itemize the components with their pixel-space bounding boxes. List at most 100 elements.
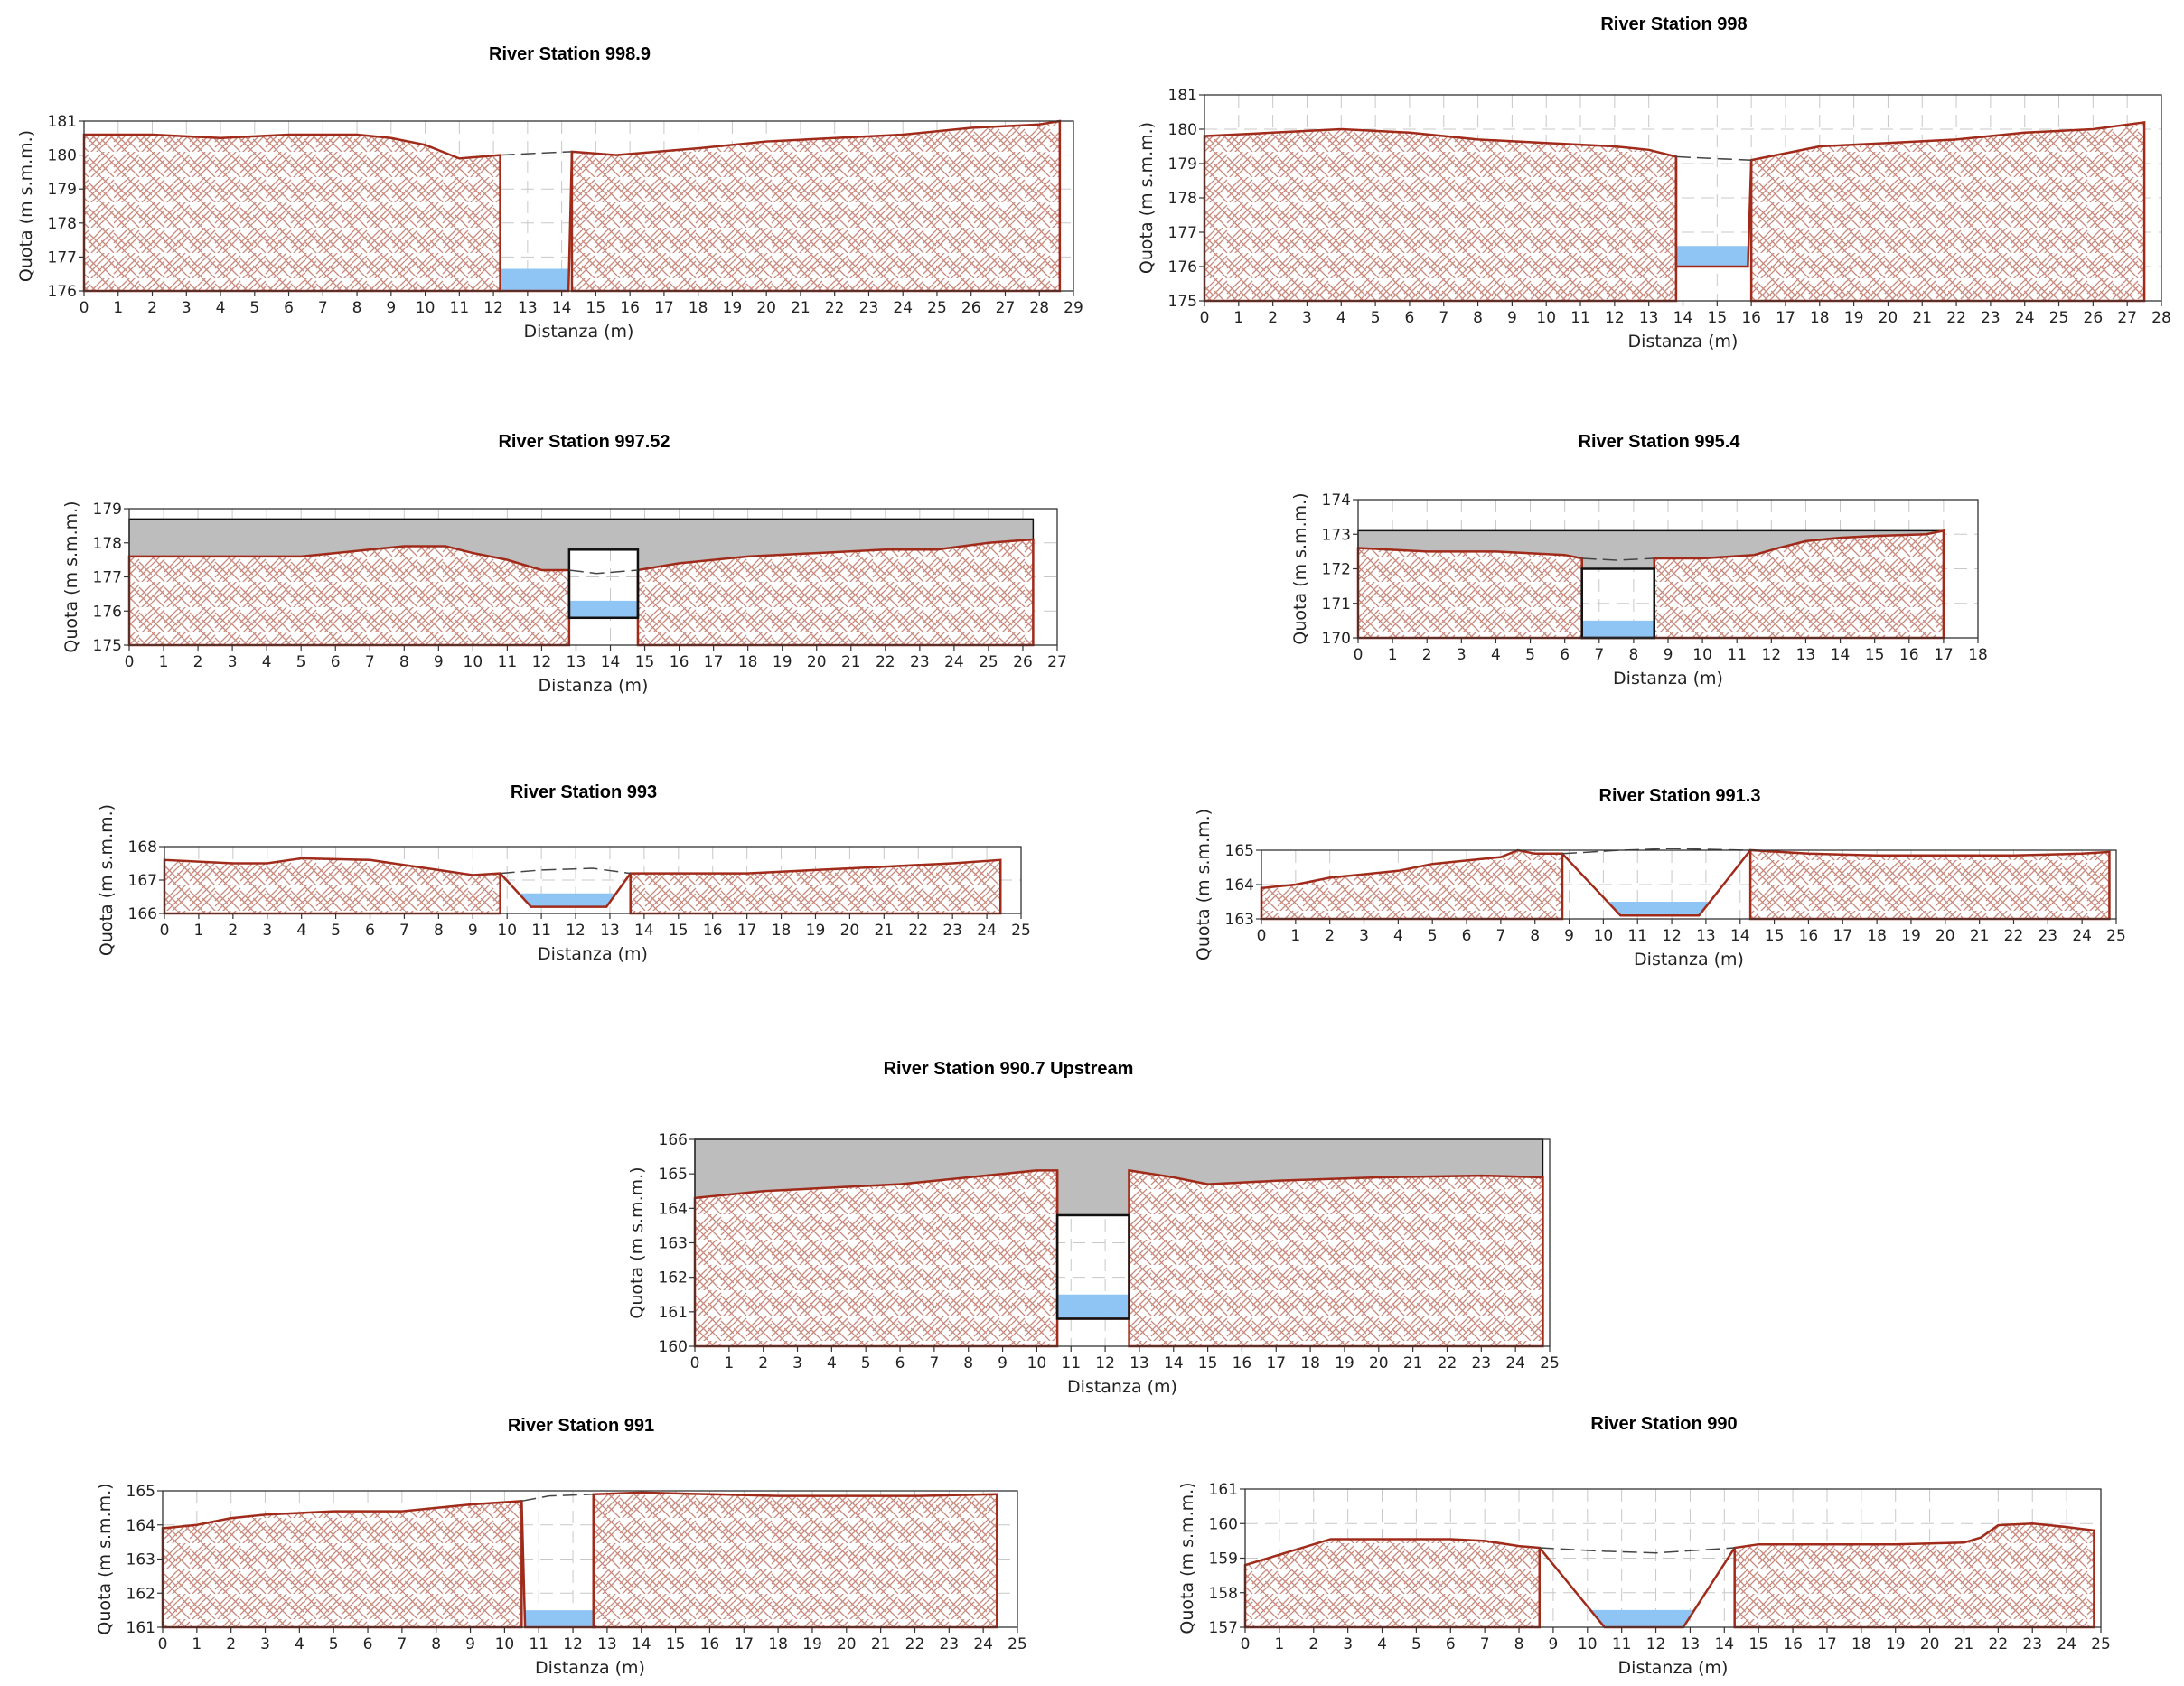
x-tick-label: 20 xyxy=(756,299,776,317)
x-tick-label: 20 xyxy=(1920,1635,1940,1653)
x-tick-label: 14 xyxy=(1714,1635,1734,1653)
x-tick-label: 8 xyxy=(352,299,362,317)
x-tick-label: 17 xyxy=(654,299,674,317)
x-tick-label: 11 xyxy=(531,922,551,940)
x-tick-label: 3 xyxy=(262,922,272,940)
x-tick-label: 25 xyxy=(927,299,947,317)
x-tick-label: 0 xyxy=(125,653,135,671)
culvert-opening xyxy=(567,548,640,620)
x-tick-label: 1 xyxy=(1274,1635,1284,1653)
x-tick-label: 21 xyxy=(1954,1635,1974,1653)
energy-line xyxy=(500,867,631,875)
y-tick-label: 175 xyxy=(93,637,122,655)
x-axis-label: Distanza (m) xyxy=(1634,950,1744,969)
y-tick-label: 165 xyxy=(1225,842,1254,860)
x-tick-label: 14 xyxy=(1673,309,1693,327)
x-tick-label: 7 xyxy=(929,1354,939,1372)
x-tick-label: 11 xyxy=(1627,927,1647,945)
water-area xyxy=(1057,1294,1129,1319)
x-tick-label: 9 xyxy=(1549,1635,1559,1653)
y-axis-label: Quota (m s.m.m.) xyxy=(1137,122,1157,274)
y-tick-label: 164 xyxy=(1225,876,1254,895)
ground-right xyxy=(1749,120,2146,303)
energy-line xyxy=(1539,1547,1735,1554)
x-tick-label: 12 xyxy=(1605,309,1625,327)
x-axis-label: Distanza (m) xyxy=(539,676,649,696)
x-tick-label: 10 xyxy=(464,653,483,671)
x-tick-label: 18 xyxy=(738,653,758,671)
x-tick-label: 7 xyxy=(397,1635,407,1653)
x-tick-label: 3 xyxy=(1343,1635,1353,1653)
ground-left xyxy=(693,1169,1059,1348)
x-tick-label: 9 xyxy=(998,1354,1008,1372)
x-tick-label: 14 xyxy=(634,922,654,940)
x-tick-label: 23 xyxy=(942,922,962,940)
x-tick-label: 13 xyxy=(600,922,620,940)
x-tick-label: 26 xyxy=(961,299,981,317)
x-tick-label: 22 xyxy=(908,922,928,940)
x-tick-label: 13 xyxy=(597,1635,617,1653)
y-tick-label: 178 xyxy=(48,215,77,233)
x-tick-label: 4 xyxy=(1393,927,1403,945)
x-tick-label: 2 xyxy=(758,1354,768,1372)
x-tick-label: 5 xyxy=(331,922,341,940)
x-axis-label: Distanza (m) xyxy=(1613,669,1723,688)
x-tick-label: 8 xyxy=(431,1635,441,1653)
x-tick-label: 13 xyxy=(1796,646,1816,664)
x-tick-label: 14 xyxy=(552,299,572,317)
x-tick-label: 22 xyxy=(2004,927,2024,945)
x-tick-label: 20 xyxy=(1879,309,1898,327)
x-tick-label: 16 xyxy=(1783,1635,1803,1653)
section-chart-2: 0 1 2 3 4 5 6 7 8 9 10 11 12 13 14 15 16 17 18 19 20 21 22 23 24… xyxy=(1137,14,2171,351)
x-tick-label: 24 xyxy=(944,653,964,671)
y-tick-label: 164 xyxy=(127,1517,155,1535)
x-tick-label: 21 xyxy=(1970,927,1990,945)
ground-left xyxy=(1260,848,1564,921)
x-tick-label: 13 xyxy=(1681,1635,1701,1653)
section-chart-8: 0 1 2 3 4 5 6 7 8 9 10 11 12 13 14 15 16 17 18 19 20 21 22 23 24… xyxy=(95,1416,1027,1678)
ground-left xyxy=(1243,1538,1542,1629)
x-tick-label: 4 xyxy=(296,922,306,940)
energy-line xyxy=(1561,848,1751,855)
x-tick-label: 16 xyxy=(1899,646,1919,664)
x-tick-label: 6 xyxy=(1560,646,1570,664)
x-tick-label: 9 xyxy=(434,653,444,671)
x-tick-label: 17 xyxy=(704,653,724,671)
x-tick-label: 15 xyxy=(1198,1354,1218,1372)
x-tick-label: 16 xyxy=(703,922,723,940)
ground-right xyxy=(629,858,1002,915)
y-tick-label: 178 xyxy=(93,535,122,553)
x-tick-label: 0 xyxy=(1257,927,1267,945)
x-tick-label: 9 xyxy=(1664,646,1673,664)
x-tick-label: 2 xyxy=(1268,309,1278,327)
x-tick-label: 26 xyxy=(1013,653,1033,671)
ground-right xyxy=(1128,1168,1544,1348)
x-tick-label: 9 xyxy=(1564,927,1574,945)
x-tick-label: 0 xyxy=(80,299,89,317)
x-tick-label: 0 xyxy=(1200,309,1210,327)
x-tick-label: 12 xyxy=(563,1635,583,1653)
y-tick-label: 179 xyxy=(93,501,122,519)
ground-left xyxy=(82,133,501,293)
y-tick-label: 159 xyxy=(1209,1550,1238,1569)
x-tick-label: 6 xyxy=(1462,927,1472,945)
x-tick-label: 4 xyxy=(295,1635,305,1653)
x-tick-label: 5 xyxy=(1411,1635,1421,1653)
y-tick-label: 177 xyxy=(48,248,77,267)
x-tick-label: 2 xyxy=(228,922,238,940)
x-tick-label: 6 xyxy=(895,1354,905,1372)
y-axis-label: Quota (m s.m.m.) xyxy=(627,1166,647,1318)
y-tick-label: 160 xyxy=(1209,1515,1238,1533)
x-tick-label: 23 xyxy=(2038,927,2057,945)
x-tick-label: 8 xyxy=(963,1354,973,1372)
x-tick-label: 9 xyxy=(1507,309,1517,327)
x-tick-label: 7 xyxy=(365,653,375,671)
ground-right xyxy=(1748,848,2111,921)
x-tick-label: 8 xyxy=(434,922,444,940)
y-tick-label: 176 xyxy=(93,603,122,621)
x-tick-label: 18 xyxy=(1867,927,1887,945)
x-tick-label: 13 xyxy=(567,653,586,671)
ground-left xyxy=(1356,547,1583,640)
y-tick-label: 163 xyxy=(659,1235,688,1253)
ground-right xyxy=(1653,529,1945,640)
